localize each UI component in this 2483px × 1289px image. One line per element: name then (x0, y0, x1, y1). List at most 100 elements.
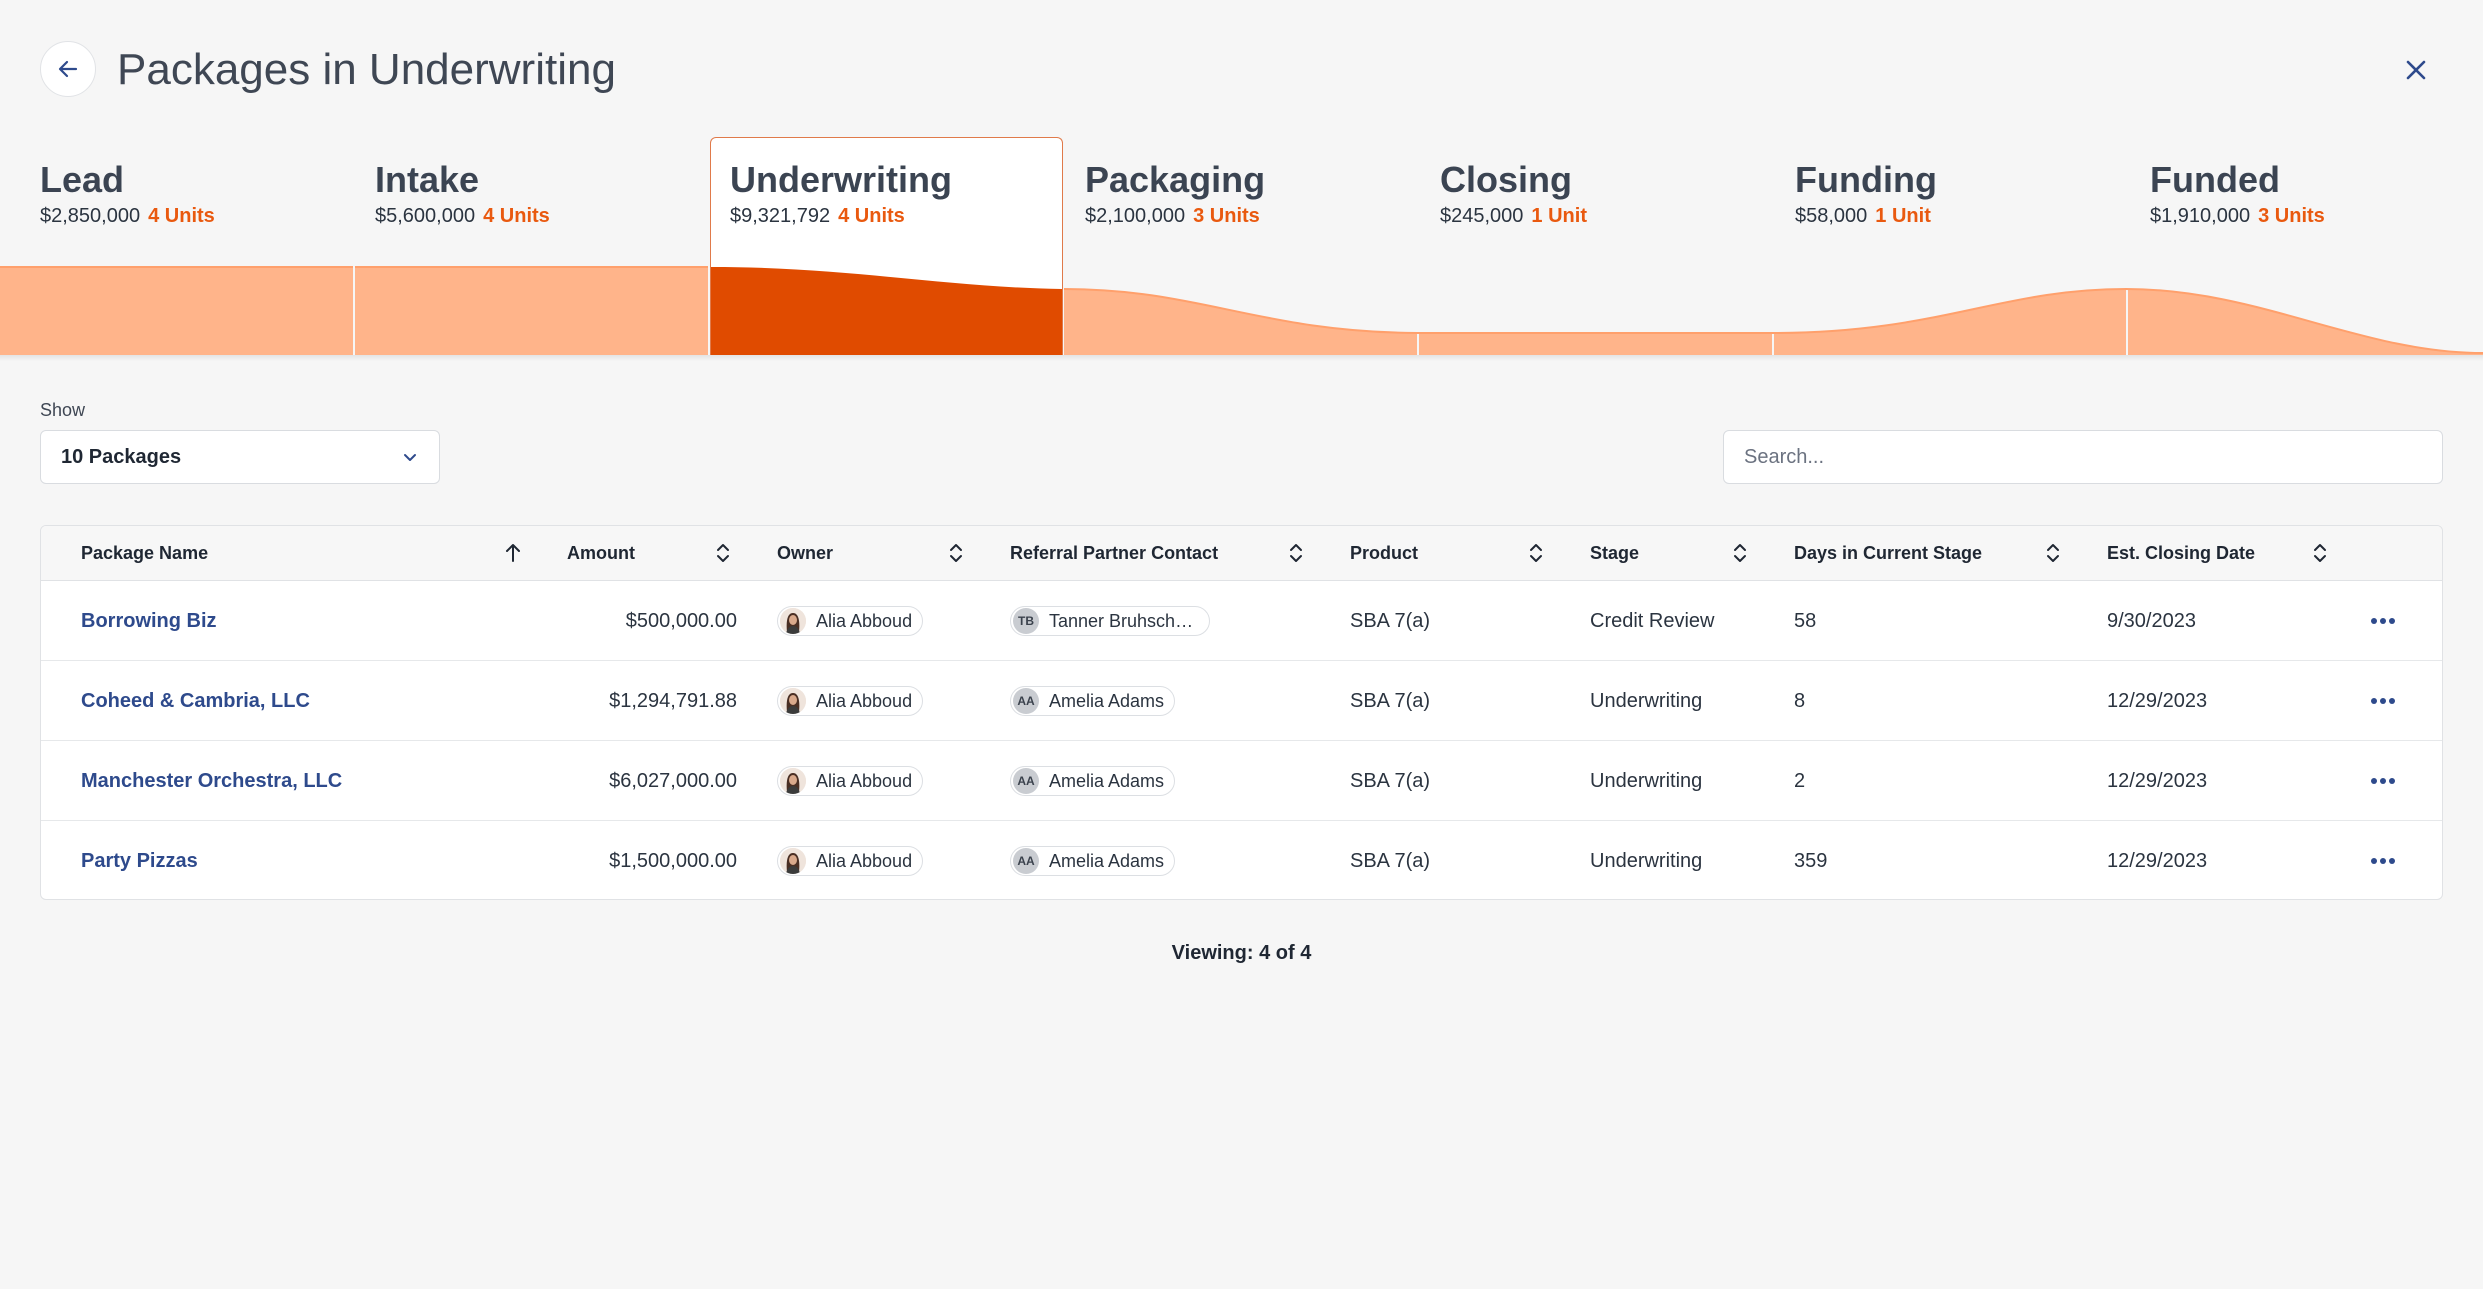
package-name-link[interactable]: Party Pizzas (81, 849, 198, 872)
owner-avatar (780, 608, 806, 634)
funnel-segment-funding (1774, 289, 2126, 355)
search-input[interactable] (1723, 430, 2443, 484)
sort-icon[interactable] (711, 540, 735, 566)
days-cell: 58 (1794, 609, 1817, 632)
stage-amount: $5,600,000 (375, 205, 476, 227)
table-row[interactable]: Manchester Orchestra, LLC $6,027,000.00 … (41, 741, 2442, 821)
owner-avatar (780, 688, 806, 714)
stage-meta: $58,000 1 Unit (1795, 205, 1931, 228)
owner-chip[interactable]: Alia Abboud (777, 686, 924, 716)
sort-icon[interactable] (2308, 540, 2332, 566)
page-header: Packages in Underwriting (0, 0, 2483, 137)
viewing-count: Viewing: 4 of 4 (1171, 942, 1312, 964)
table-header: Package Name Amount Owner Referral Partn… (41, 526, 2442, 581)
package-name-link[interactable]: Manchester Orchestra, LLC (81, 769, 343, 792)
stage-amount: $2,850,000 (40, 205, 141, 227)
stage-meta: $1,910,000 3 Units (2150, 205, 2325, 228)
funnel-segment-closing (1419, 333, 1772, 355)
owner-name: Alia Abboud (816, 610, 913, 631)
column-header-referral-partner-contact[interactable]: Referral Partner Contact (1010, 543, 1219, 563)
column-header-days-in-current-stage[interactable]: Days in Current Stage (1794, 543, 1983, 563)
owner-chip[interactable]: Alia Abboud (777, 606, 924, 636)
packages-table: Package Name Amount Owner Referral Partn… (40, 525, 2443, 900)
product-cell: SBA 7(a) (1350, 849, 1431, 872)
sort-icon[interactable] (2041, 540, 2065, 566)
owner-name: Alia Abboud (816, 850, 913, 871)
column-header-package-name[interactable]: Package Name (81, 543, 209, 563)
stage-amount: $1,910,000 (2150, 205, 2251, 227)
more-horizontal-icon (2371, 618, 2395, 624)
more-horizontal-icon (2371, 698, 2395, 704)
stage-units: 1 Unit (1875, 205, 1931, 227)
sort-ascending-icon[interactable] (501, 540, 525, 566)
more-options-button[interactable] (2363, 846, 2403, 876)
sort-icon[interactable] (944, 540, 968, 566)
more-options-button[interactable] (2363, 606, 2403, 636)
package-name-link[interactable]: Coheed & Cambria, LLC (81, 689, 310, 712)
funnel-segment-funded (2128, 289, 2483, 355)
stage-name: Intake (375, 159, 480, 200)
referral-contact-name: Amelia Adams (1049, 690, 1165, 711)
closing-date-cell: 12/29/2023 (2107, 769, 2208, 792)
stage-cell: Underwriting (1590, 689, 1703, 712)
days-cell: 359 (1794, 849, 1828, 872)
stage-name: Underwriting (730, 159, 952, 200)
more-options-button[interactable] (2363, 766, 2403, 796)
sort-icon[interactable] (1728, 540, 1752, 566)
column-header-amount[interactable]: Amount (567, 543, 635, 563)
close-icon (2406, 60, 2426, 80)
back-button[interactable] (40, 41, 96, 97)
page-title: Packages in Underwriting (117, 45, 616, 94)
stage-amount: $245,000 (1440, 205, 1524, 227)
referral-contact-chip[interactable]: AA Amelia Adams (1010, 766, 1176, 796)
stage-name: Closing (1440, 159, 1572, 200)
stage-meta: $2,850,000 4 Units (40, 205, 215, 228)
column-header-stage[interactable]: Stage (1590, 543, 1640, 563)
table-row[interactable]: Coheed & Cambria, LLC $1,294,791.88 Alia… (41, 661, 2442, 741)
days-cell: 2 (1794, 769, 1806, 792)
stage-name: Funded (2150, 159, 2280, 200)
funnel-chart (0, 266, 2483, 355)
stage-meta: $9,321,792 4 Units (730, 205, 905, 228)
stage-name: Packaging (1085, 159, 1266, 200)
more-options-button[interactable] (2363, 686, 2403, 716)
closing-date-cell: 12/29/2023 (2107, 689, 2208, 712)
amount-cell: $500,000.00 (625, 609, 737, 632)
show-count-value: 10 Packages (61, 445, 182, 468)
stage-amount: $9,321,792 (730, 205, 831, 227)
referral-contact-chip[interactable]: TB Tanner Bruhschw... (1010, 606, 1210, 636)
show-count-select[interactable]: 10 Packages (40, 430, 440, 484)
table-row[interactable]: Borrowing Biz $500,000.00 Alia Abboud TB… (41, 581, 2442, 661)
funnel-segment-underwriting (711, 267, 1062, 355)
close-button[interactable] (2396, 50, 2436, 90)
referral-contact-chip[interactable]: AA Amelia Adams (1010, 686, 1176, 716)
owner-chip[interactable]: Alia Abboud (777, 766, 924, 796)
funnel-segment-packaging (1064, 289, 1417, 355)
chevron-down-icon (404, 454, 416, 461)
product-cell: SBA 7(a) (1350, 689, 1431, 712)
amount-cell: $6,027,000.00 (609, 769, 737, 792)
column-header-product[interactable]: Product (1350, 543, 1419, 563)
closing-date-cell: 12/29/2023 (2107, 849, 2208, 872)
more-horizontal-icon (2371, 858, 2395, 864)
referral-contact-name: Tanner Bruhschw... (1049, 610, 1199, 631)
referral-contact-chip[interactable]: AA Amelia Adams (1010, 846, 1176, 876)
closing-date-cell: 9/30/2023 (2107, 609, 2196, 632)
stage-units: 3 Units (1193, 205, 1260, 227)
sort-icon[interactable] (1524, 540, 1548, 566)
pipeline-divider (0, 355, 2483, 361)
referral-contact-name: Amelia Adams (1049, 850, 1165, 871)
column-header-owner[interactable]: Owner (777, 543, 834, 563)
column-header-est-closing-date[interactable]: Est. Closing Date (2107, 543, 2256, 563)
stage-amount: $58,000 (1795, 205, 1868, 227)
product-cell: SBA 7(a) (1350, 609, 1431, 632)
table-row[interactable]: Party Pizzas $1,500,000.00 Alia Abboud A… (41, 821, 2442, 899)
package-name-link[interactable]: Borrowing Biz (81, 609, 217, 632)
sort-icon[interactable] (1284, 540, 1308, 566)
stage-meta: $245,000 1 Unit (1440, 205, 1587, 228)
stage-name: Funding (1795, 159, 1937, 200)
stage-meta: $2,100,000 3 Units (1085, 205, 1260, 228)
stage-name: Lead (40, 159, 125, 200)
show-label: Show (40, 400, 86, 420)
owner-chip[interactable]: Alia Abboud (777, 846, 924, 876)
